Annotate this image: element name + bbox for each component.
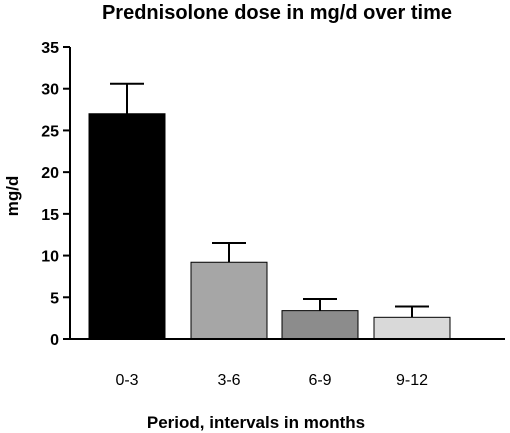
y-tick-label: 0 (50, 332, 59, 349)
error-bar-3-6 (212, 242, 246, 263)
error-bar-9-12 (395, 305, 429, 318)
x-axis-ticks: 0-3 3-6 6-9 9-12 (115, 372, 428, 389)
y-tick-label: 35 (41, 40, 59, 57)
y-tick-label: 10 (41, 249, 59, 266)
y-tick-label: 25 (41, 123, 59, 140)
bars-group (88, 113, 451, 340)
error-bar-6-9 (303, 297, 337, 311)
x-tick-label: 3-6 (217, 372, 240, 389)
bar-6-9 (281, 310, 359, 340)
y-tick-label: 30 (41, 82, 59, 99)
error-bar-0-3 (110, 82, 144, 114)
y-tick-label: 15 (41, 207, 59, 224)
bar-9-12 (373, 316, 451, 340)
y-axis-ticks: 0 5 10 15 20 25 30 35 (41, 40, 70, 349)
y-axis-label: mg/d (3, 176, 22, 217)
error-bars-group (110, 82, 429, 318)
y-tick-label: 20 (41, 165, 59, 182)
bar-3-6 (190, 261, 268, 340)
y-tick-label: 5 (50, 290, 59, 307)
bar-0-3 (88, 113, 166, 340)
x-axis-label: Period, intervals in months (147, 413, 365, 432)
x-tick-label: 9-12 (396, 372, 428, 389)
x-tick-label: 0-3 (115, 372, 138, 389)
x-tick-label: 6-9 (308, 372, 331, 389)
chart-title: Prednisolone dose in mg/d over time (102, 2, 452, 24)
